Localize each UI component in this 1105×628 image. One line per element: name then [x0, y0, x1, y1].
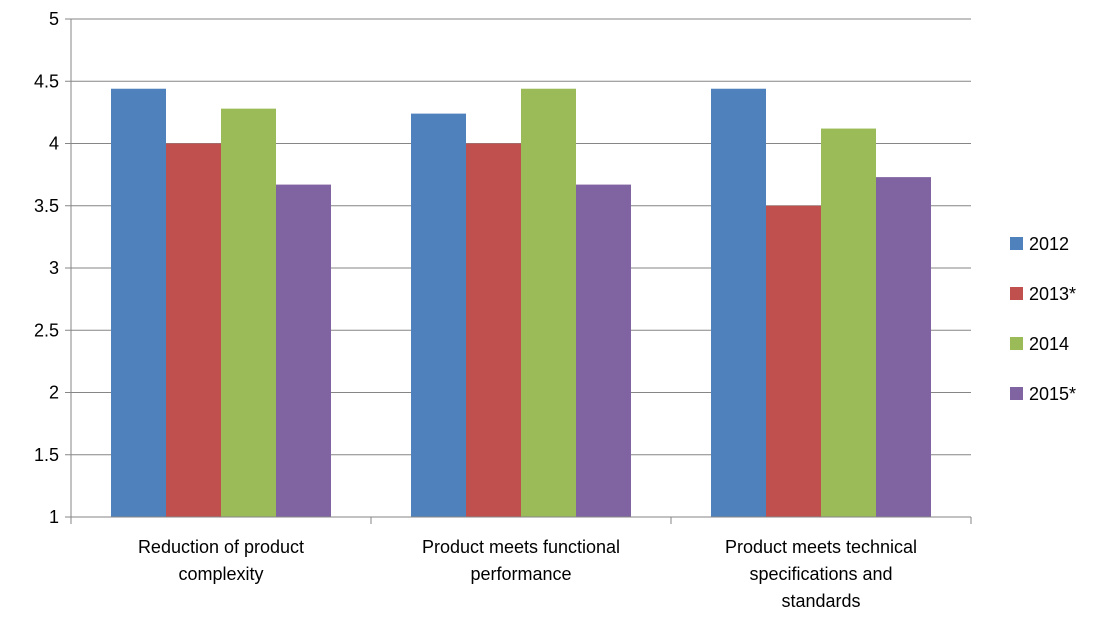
bar-2014-cat0 [221, 108, 276, 517]
bar-2015-cat0 [276, 184, 331, 517]
legend-swatch [1010, 387, 1023, 400]
bar-2014-cat2 [821, 128, 876, 517]
y-tick-labels: 1 1.5 2 2.5 3 3.5 4 4.5 5 [34, 9, 59, 527]
bar-2015-cat1 [576, 184, 631, 517]
bar-2014-cat1 [521, 88, 576, 517]
legend: 2012 2013* 2014 2015* [1010, 234, 1076, 404]
y-tick-label: 5 [49, 9, 59, 29]
axes [65, 18, 972, 524]
y-tick-label: 3 [49, 258, 59, 278]
legend-label: 2014 [1029, 334, 1069, 354]
legend-swatch [1010, 337, 1023, 350]
x-category-label: Product meets functional performance [422, 537, 620, 584]
bar-2013-cat1 [466, 143, 521, 517]
bar-2015-cat2 [876, 177, 931, 518]
legend-swatch [1010, 237, 1023, 250]
x-category-label: Product meets technical specifications an… [725, 537, 917, 611]
legend-label: 2013* [1029, 284, 1076, 304]
bar-2012-cat2 [711, 88, 766, 517]
y-tick-label: 1 [49, 507, 59, 527]
x-category-labels: Reduction of product complexity Product me… [138, 537, 917, 611]
bar-2012-cat0 [111, 88, 166, 517]
y-tick-label: 4 [49, 134, 59, 154]
y-tick-label: 3.5 [34, 196, 59, 216]
legend-label: 2012 [1029, 234, 1069, 254]
bar-2013-cat2 [766, 205, 821, 517]
y-tick-label: 1.5 [34, 445, 59, 465]
legend-label: 2015* [1029, 384, 1076, 404]
legend-swatch [1010, 287, 1023, 300]
y-tick-label: 2 [49, 383, 59, 403]
y-tick-label: 4.5 [34, 71, 59, 91]
bar-2012-cat1 [411, 113, 466, 518]
y-tick-label: 2.5 [34, 320, 59, 340]
x-category-label: Reduction of product complexity [138, 537, 304, 584]
bars [111, 88, 931, 518]
bar-2013-cat0 [166, 143, 221, 517]
